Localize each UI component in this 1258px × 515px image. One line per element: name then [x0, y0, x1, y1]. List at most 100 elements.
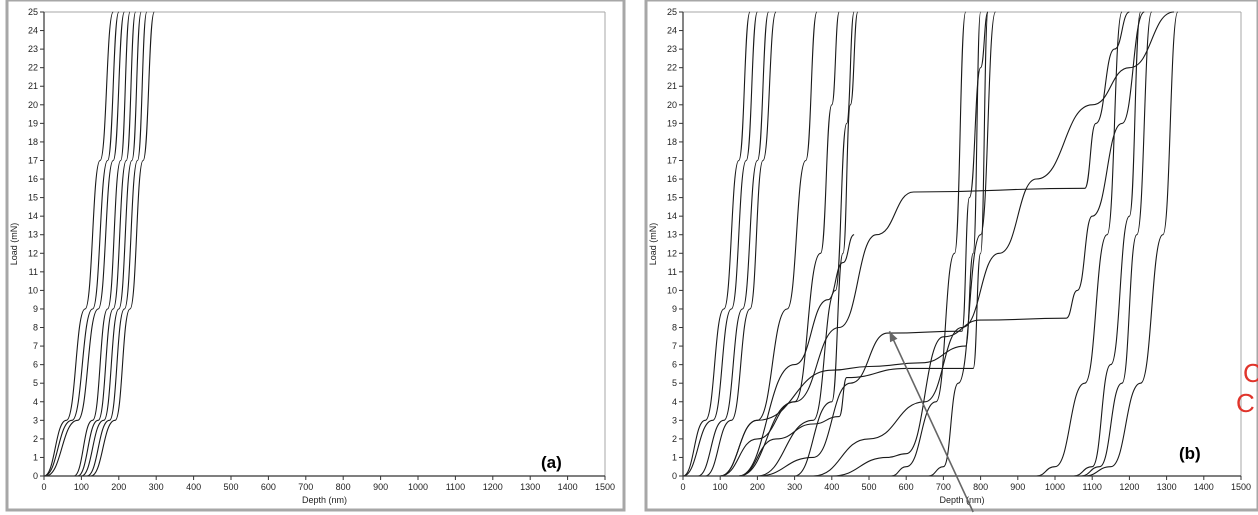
- y-tick-label: 8: [672, 323, 677, 333]
- panel-label: (a): [541, 453, 562, 472]
- load-curve-3: [45, 11, 125, 477]
- load-curve-4: [73, 11, 131, 477]
- y-tick-label: 16: [28, 174, 38, 184]
- load-curve-14: [831, 11, 1145, 477]
- x-tick-label: 0: [41, 482, 46, 492]
- y-tick-label: 12: [28, 248, 38, 258]
- y-tick-label: 10: [28, 285, 38, 295]
- x-tick-label: 100: [74, 482, 89, 492]
- x-tick-label: 400: [824, 482, 839, 492]
- x-tick-label: 800: [336, 482, 351, 492]
- x-tick-label: 200: [750, 482, 765, 492]
- y-tick-label: 15: [667, 193, 677, 203]
- x-tick-label: 700: [936, 482, 951, 492]
- x-tick-label: 1200: [483, 482, 503, 492]
- y-axis-title: Load (mN): [648, 223, 658, 266]
- y-tick-label: 14: [28, 211, 38, 221]
- load-curve-11: [738, 11, 989, 477]
- y-tick-label: 6: [33, 360, 38, 370]
- y-tick-label: 24: [28, 26, 38, 36]
- x-tick-label: 400: [186, 482, 201, 492]
- load-curve-16: [891, 11, 967, 477]
- x-axis-title: Depth (nm): [302, 495, 347, 505]
- load-curve-9: [738, 234, 855, 477]
- x-tick-label: 1100: [1083, 482, 1102, 492]
- x-tick-label: 1400: [1194, 482, 1214, 492]
- y-tick-label: 21: [28, 81, 38, 91]
- x-tick-label: 0: [680, 482, 685, 492]
- y-tick-label: 3: [672, 415, 677, 425]
- y-tick-label: 0: [672, 471, 677, 481]
- load-curve-5: [77, 11, 137, 477]
- y-tick-label: 20: [28, 100, 38, 110]
- y-tick-label: 2: [33, 434, 38, 444]
- y-tick-label: 22: [667, 63, 677, 73]
- side-text-1: C: [1243, 358, 1258, 388]
- load-curve-7: [86, 11, 148, 477]
- load-curve-3: [697, 11, 770, 477]
- y-tick-label: 0: [33, 471, 38, 481]
- x-tick-label: 100: [713, 482, 728, 492]
- x-tick-label: 900: [373, 482, 388, 492]
- y-tick-label: 17: [667, 155, 677, 165]
- y-tick-label: 17: [28, 155, 38, 165]
- y-tick-label: 15: [28, 193, 38, 203]
- load-curve-18: [1036, 11, 1123, 477]
- y-tick-label: 3: [33, 415, 38, 425]
- x-tick-label: 700: [298, 482, 313, 492]
- y-tick-label: 14: [667, 211, 677, 221]
- load-curve-2: [44, 11, 120, 477]
- x-tick-label: 600: [899, 482, 914, 492]
- x-tick-label: 1000: [408, 482, 428, 492]
- curve-group: [44, 11, 155, 477]
- x-axis-title: Depth (nm): [939, 495, 984, 505]
- panel-frame: [644, 0, 1258, 512]
- load-curve-21: [1084, 11, 1179, 477]
- x-tick-label: 1400: [558, 482, 578, 492]
- x-tick-label: 1500: [595, 482, 615, 492]
- y-tick-label: 11: [29, 267, 38, 277]
- y-tick-label: 24: [667, 26, 677, 36]
- y-tick-label: 7: [672, 341, 677, 351]
- y-tick-label: 13: [667, 230, 677, 240]
- y-tick-label: 1: [672, 452, 677, 462]
- x-tick-label: 1200: [1119, 482, 1139, 492]
- y-tick-label: 23: [667, 44, 677, 54]
- y-tick-label: 19: [28, 118, 38, 128]
- y-tick-label: 10: [667, 285, 677, 295]
- load-curve-12: [720, 11, 982, 477]
- y-tick-label: 16: [667, 174, 677, 184]
- y-tick-label: 12: [667, 248, 677, 258]
- load-curve-6: [81, 11, 142, 477]
- y-tick-label: 4: [33, 397, 38, 407]
- load-curve-4: [705, 11, 777, 477]
- y-tick-label: 4: [672, 397, 677, 407]
- x-tick-label: 1300: [1157, 482, 1177, 492]
- y-tick-label: 18: [28, 137, 38, 147]
- y-tick-label: 9: [33, 304, 38, 314]
- x-tick-label: 1000: [1045, 482, 1065, 492]
- load-curve-20: [1080, 11, 1153, 477]
- y-tick-label: 7: [33, 341, 38, 351]
- load-curve-13: [757, 11, 989, 477]
- load-curve-1: [44, 11, 114, 477]
- load-curve-2: [683, 11, 758, 477]
- panel-a-chart: 0123456789101112131415161718192021222324…: [5, 0, 626, 512]
- x-tick-label: 600: [261, 482, 276, 492]
- y-tick-label: 25: [28, 7, 38, 17]
- y-tick-label: 5: [33, 378, 38, 388]
- y-tick-label: 23: [28, 44, 38, 54]
- y-tick-label: 8: [33, 323, 38, 333]
- y-tick-label: 13: [28, 230, 38, 240]
- y-tick-label: 25: [667, 7, 677, 17]
- panel-label: (b): [1179, 444, 1201, 463]
- load-curve-1: [683, 11, 751, 477]
- y-tick-label: 5: [672, 378, 677, 388]
- x-tick-label: 300: [787, 482, 802, 492]
- y-tick-label: 19: [667, 118, 677, 128]
- load-curve-8: [90, 11, 155, 477]
- x-tick-label: 200: [111, 482, 126, 492]
- y-tick-label: 18: [667, 137, 677, 147]
- load-curve-8: [794, 11, 859, 477]
